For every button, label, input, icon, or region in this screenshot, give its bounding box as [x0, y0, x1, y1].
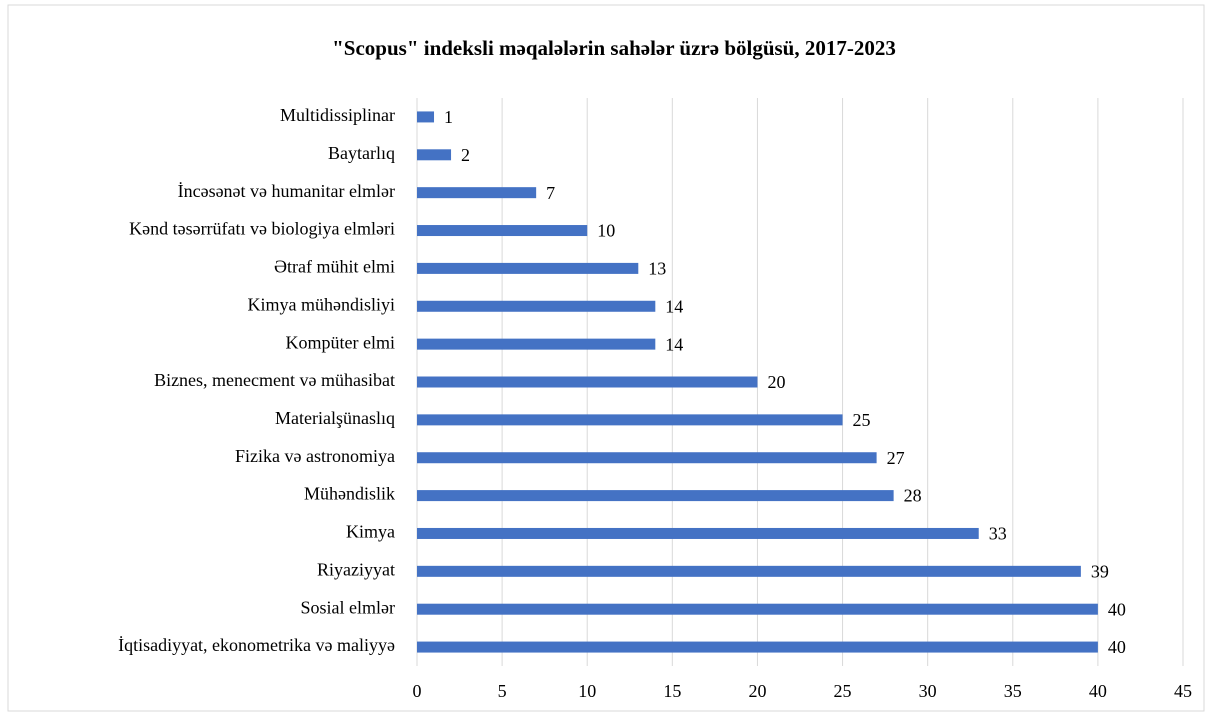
- bar: [417, 300, 656, 312]
- bar: [417, 187, 537, 199]
- y-tick-label: Biznes, menecment və mühasibat: [154, 370, 395, 390]
- chart-border: [7, 4, 1205, 712]
- bar: [417, 452, 877, 464]
- bar: [417, 149, 452, 161]
- y-tick-label: Kompüter elmi: [286, 332, 395, 352]
- y-tick-label: İqtisadiyyat, ekonometrika və maliyyə: [118, 635, 395, 655]
- data-label: 1: [444, 107, 453, 127]
- x-tick-label: 35: [1004, 681, 1022, 701]
- data-label: 13: [648, 259, 666, 279]
- data-label: 40: [1108, 637, 1126, 657]
- bar: [417, 565, 1081, 577]
- y-tick-label: İncəsənət və humanitar elmlər: [178, 181, 395, 201]
- chart-title: "Scopus" indeksli məqalələrin sahələr üz…: [332, 36, 896, 60]
- data-label: 40: [1108, 599, 1126, 619]
- x-tick-label: 5: [498, 681, 507, 701]
- data-label: 33: [989, 524, 1007, 544]
- data-label: 14: [665, 334, 683, 354]
- x-tick-label: 45: [1174, 681, 1192, 701]
- x-tick-label: 40: [1089, 681, 1107, 701]
- bar: [417, 338, 656, 350]
- y-tick-label: Mühəndislik: [304, 484, 395, 504]
- bar: [417, 225, 588, 237]
- y-tick-label: Multidissiplinar: [280, 105, 395, 125]
- x-tick-label: 0: [413, 681, 422, 701]
- data-label: 10: [597, 221, 615, 241]
- data-label: 2: [461, 145, 470, 165]
- x-tick-label: 10: [578, 681, 596, 701]
- bar: [417, 262, 639, 274]
- bar: [417, 376, 758, 388]
- y-tick-label: Kimya mühəndisliyi: [248, 294, 396, 314]
- data-label: 14: [665, 296, 683, 316]
- y-tick-label: Kənd təsərrüfatı və biologiya elmləri: [129, 219, 395, 239]
- bar: [417, 490, 894, 502]
- data-label: 20: [767, 372, 785, 392]
- x-tick-label: 20: [748, 681, 766, 701]
- y-tick-label: Sosial elmlər: [301, 597, 395, 617]
- y-tick-label: Riyaziyyat: [317, 559, 395, 579]
- data-label: 28: [904, 486, 922, 506]
- x-tick-label: 30: [919, 681, 937, 701]
- data-label: 27: [887, 448, 905, 468]
- data-label: 25: [853, 410, 871, 430]
- data-label: 39: [1091, 561, 1109, 581]
- bar: [417, 414, 843, 426]
- bar: [417, 111, 435, 123]
- y-tick-label: Kimya: [346, 522, 395, 542]
- data-label: 7: [546, 183, 555, 203]
- bar: [417, 527, 979, 539]
- x-tick-label: 15: [663, 681, 681, 701]
- y-tick-label: Fizika və astronomiya: [235, 446, 395, 466]
- y-tick-label: Materialşünaslıq: [275, 408, 395, 428]
- y-tick-label: Baytarlıq: [328, 143, 395, 163]
- bar: [417, 603, 1098, 615]
- y-tick-label: Ətraf mühit elmi: [274, 257, 395, 277]
- x-tick-label: 25: [834, 681, 852, 701]
- bar: [417, 641, 1098, 653]
